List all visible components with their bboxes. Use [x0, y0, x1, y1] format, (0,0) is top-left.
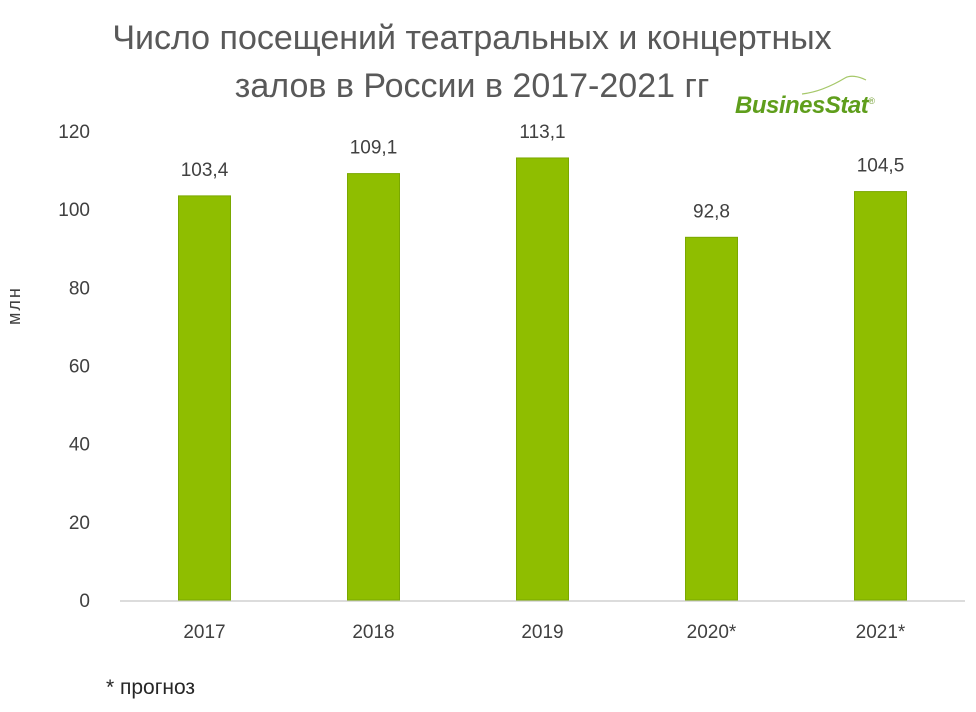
- y-tick-label: 60: [69, 357, 90, 378]
- x-tick-label: 2019: [521, 622, 563, 643]
- x-tick-label: 2018: [352, 622, 394, 643]
- businesstat-swoosh-icon: [801, 75, 867, 95]
- data-label: 104,5: [857, 156, 905, 177]
- y-tick-label: 120: [58, 122, 90, 143]
- y-tick-label: 100: [58, 200, 90, 221]
- x-tick-label: 2017: [183, 622, 225, 643]
- businesstat-logo: BusinesStat®: [735, 92, 875, 120]
- x-tick-label: 2020*: [687, 622, 737, 643]
- chart-title-line-1: Число посещений театральных и концертных: [112, 19, 832, 57]
- forecast-footnote: * прогноз: [106, 676, 196, 699]
- y-tick-label: 0: [79, 591, 90, 612]
- brand-name-a: Busines: [735, 92, 825, 119]
- bar: [854, 191, 907, 601]
- data-label: 92,8: [693, 201, 730, 222]
- y-tick-label: 40: [69, 435, 90, 456]
- x-tick-label: 2021*: [856, 622, 906, 643]
- data-label: 109,1: [350, 138, 398, 159]
- brand-name-b: Stat: [824, 92, 869, 119]
- chart-title: Число посещений театральных и концертных…: [0, 14, 944, 110]
- brand-registered-mark: ®: [868, 96, 875, 106]
- bar: [685, 236, 738, 601]
- bar: [178, 195, 231, 601]
- chart-title-line-2: залов в России в 2017-2021 гг: [234, 67, 710, 105]
- bar: [516, 157, 569, 601]
- data-label: 103,4: [181, 160, 229, 181]
- bar: [347, 173, 400, 601]
- y-tick-label: 20: [69, 513, 90, 534]
- data-label: 113,1: [519, 122, 565, 143]
- y-tick-label: 80: [69, 278, 90, 299]
